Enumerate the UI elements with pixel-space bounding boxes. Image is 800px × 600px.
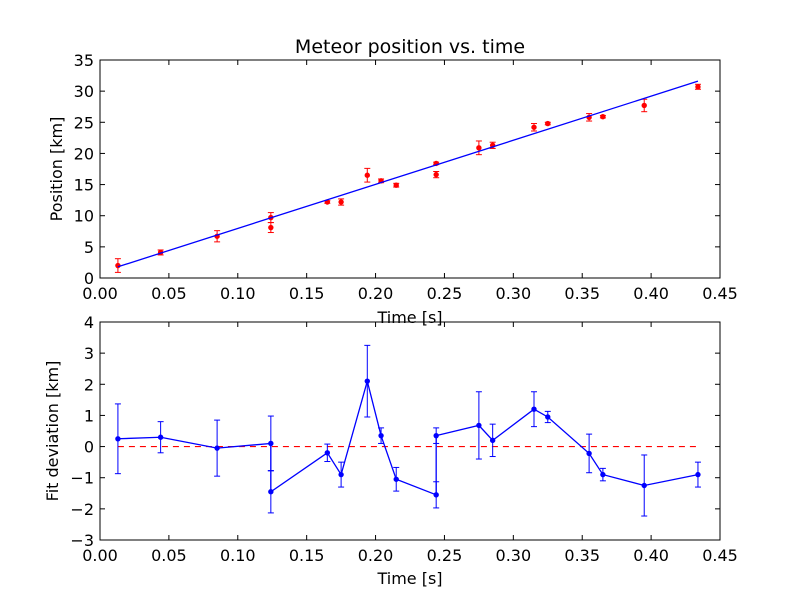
data-point: [157, 434, 164, 440]
y-axis-label: Position [km]: [47, 117, 66, 222]
data-point: [268, 224, 274, 231]
y-tick-label: 4: [84, 313, 94, 332]
data-point: [433, 432, 439, 439]
data-point: [338, 199, 344, 205]
data-point: [600, 471, 606, 478]
data-point: [364, 378, 370, 384]
data-point: [378, 432, 384, 439]
x-tick-label: 0.40: [633, 546, 669, 565]
y-tick-label: 0: [84, 269, 94, 288]
data-point: [641, 482, 647, 489]
x-tick-label: 0.45: [702, 546, 738, 565]
data-point: [531, 124, 537, 130]
position-panel: Meteor position vs. time 0.00 0.05 0.10 0.1…: [47, 36, 738, 327]
data-point: [476, 145, 482, 151]
x-tick-label: 0.10: [220, 284, 256, 303]
x-tick-label: 0.10: [220, 546, 256, 565]
y-tick-label: 5: [84, 238, 94, 257]
x-tick-label: 0.00: [82, 284, 118, 303]
x-tick-label: 0.30: [496, 546, 532, 565]
y-tick-label: 15: [74, 176, 94, 195]
x-tick-label: 0.15: [289, 284, 325, 303]
chart-title: Meteor position vs. time: [295, 36, 525, 58]
y-tick-label: −3: [70, 531, 94, 550]
x-axis-label: Time [s]: [376, 308, 442, 327]
y-tick-label: 10: [74, 207, 94, 226]
y-tick-label: 20: [74, 144, 94, 163]
data-point: [433, 492, 439, 498]
data-point: [338, 471, 344, 478]
deviation-panel: 0.00 0.05 0.10 0.15 0.20 0.25 0.30 0.35 0.40 0.45…: [43, 313, 738, 588]
x-tick-label: 0.40: [633, 284, 669, 303]
deviation-line: [117, 378, 699, 496]
data-point: [214, 445, 220, 451]
data-point: [364, 172, 370, 178]
x-axis-label: Time [s]: [376, 569, 442, 588]
x-tick-label: 0.20: [358, 546, 394, 565]
data-point: [531, 406, 537, 412]
y-tick-label: 1: [84, 406, 94, 425]
x-tick-label: 0.00: [82, 546, 118, 565]
plot-frame: [99, 321, 721, 541]
data-point: [115, 262, 121, 269]
y-tick-label: 2: [84, 375, 94, 394]
data-point: [586, 450, 592, 457]
data-point: [393, 476, 399, 482]
data-point: [268, 440, 274, 447]
data-point: [393, 182, 399, 188]
x-tick-label: 0.20: [358, 284, 394, 303]
data-point: [545, 414, 551, 420]
data-point: [600, 113, 606, 120]
x-tick-label: 0.25: [427, 546, 463, 565]
data-point: [489, 437, 496, 444]
x-tick-label: 0.15: [289, 546, 325, 565]
y-tick-label: 35: [74, 51, 94, 70]
x-tick-label: 0.05: [151, 546, 187, 565]
plot-frame: [99, 59, 721, 279]
x-tick-label: 0.25: [427, 284, 463, 303]
y-tick-label: 30: [74, 82, 94, 101]
x-tick-label: 0.45: [702, 284, 738, 303]
data-point: [641, 102, 647, 109]
data-point: [115, 436, 121, 442]
data-point: [695, 84, 701, 90]
data-point: [268, 489, 274, 495]
data-point: [324, 450, 331, 456]
y-tick-label: −1: [70, 469, 94, 488]
x-tick-label: 0.35: [564, 284, 600, 303]
y-axis-label: Fit deviation [km]: [43, 361, 62, 502]
x-tick-label: 0.35: [564, 546, 600, 565]
y-tick-label: 0: [84, 438, 94, 457]
y-tick-label: −2: [70, 500, 94, 519]
data-point: [695, 471, 701, 478]
data-point: [545, 120, 551, 127]
data-point: [433, 171, 439, 178]
data-point: [476, 422, 482, 429]
y-tick-label: 25: [74, 113, 94, 132]
y-tick-label: 3: [84, 344, 94, 363]
fit-line: [117, 80, 699, 268]
x-tick-label: 0.05: [151, 284, 187, 303]
x-tick-label: 0.30: [496, 284, 532, 303]
